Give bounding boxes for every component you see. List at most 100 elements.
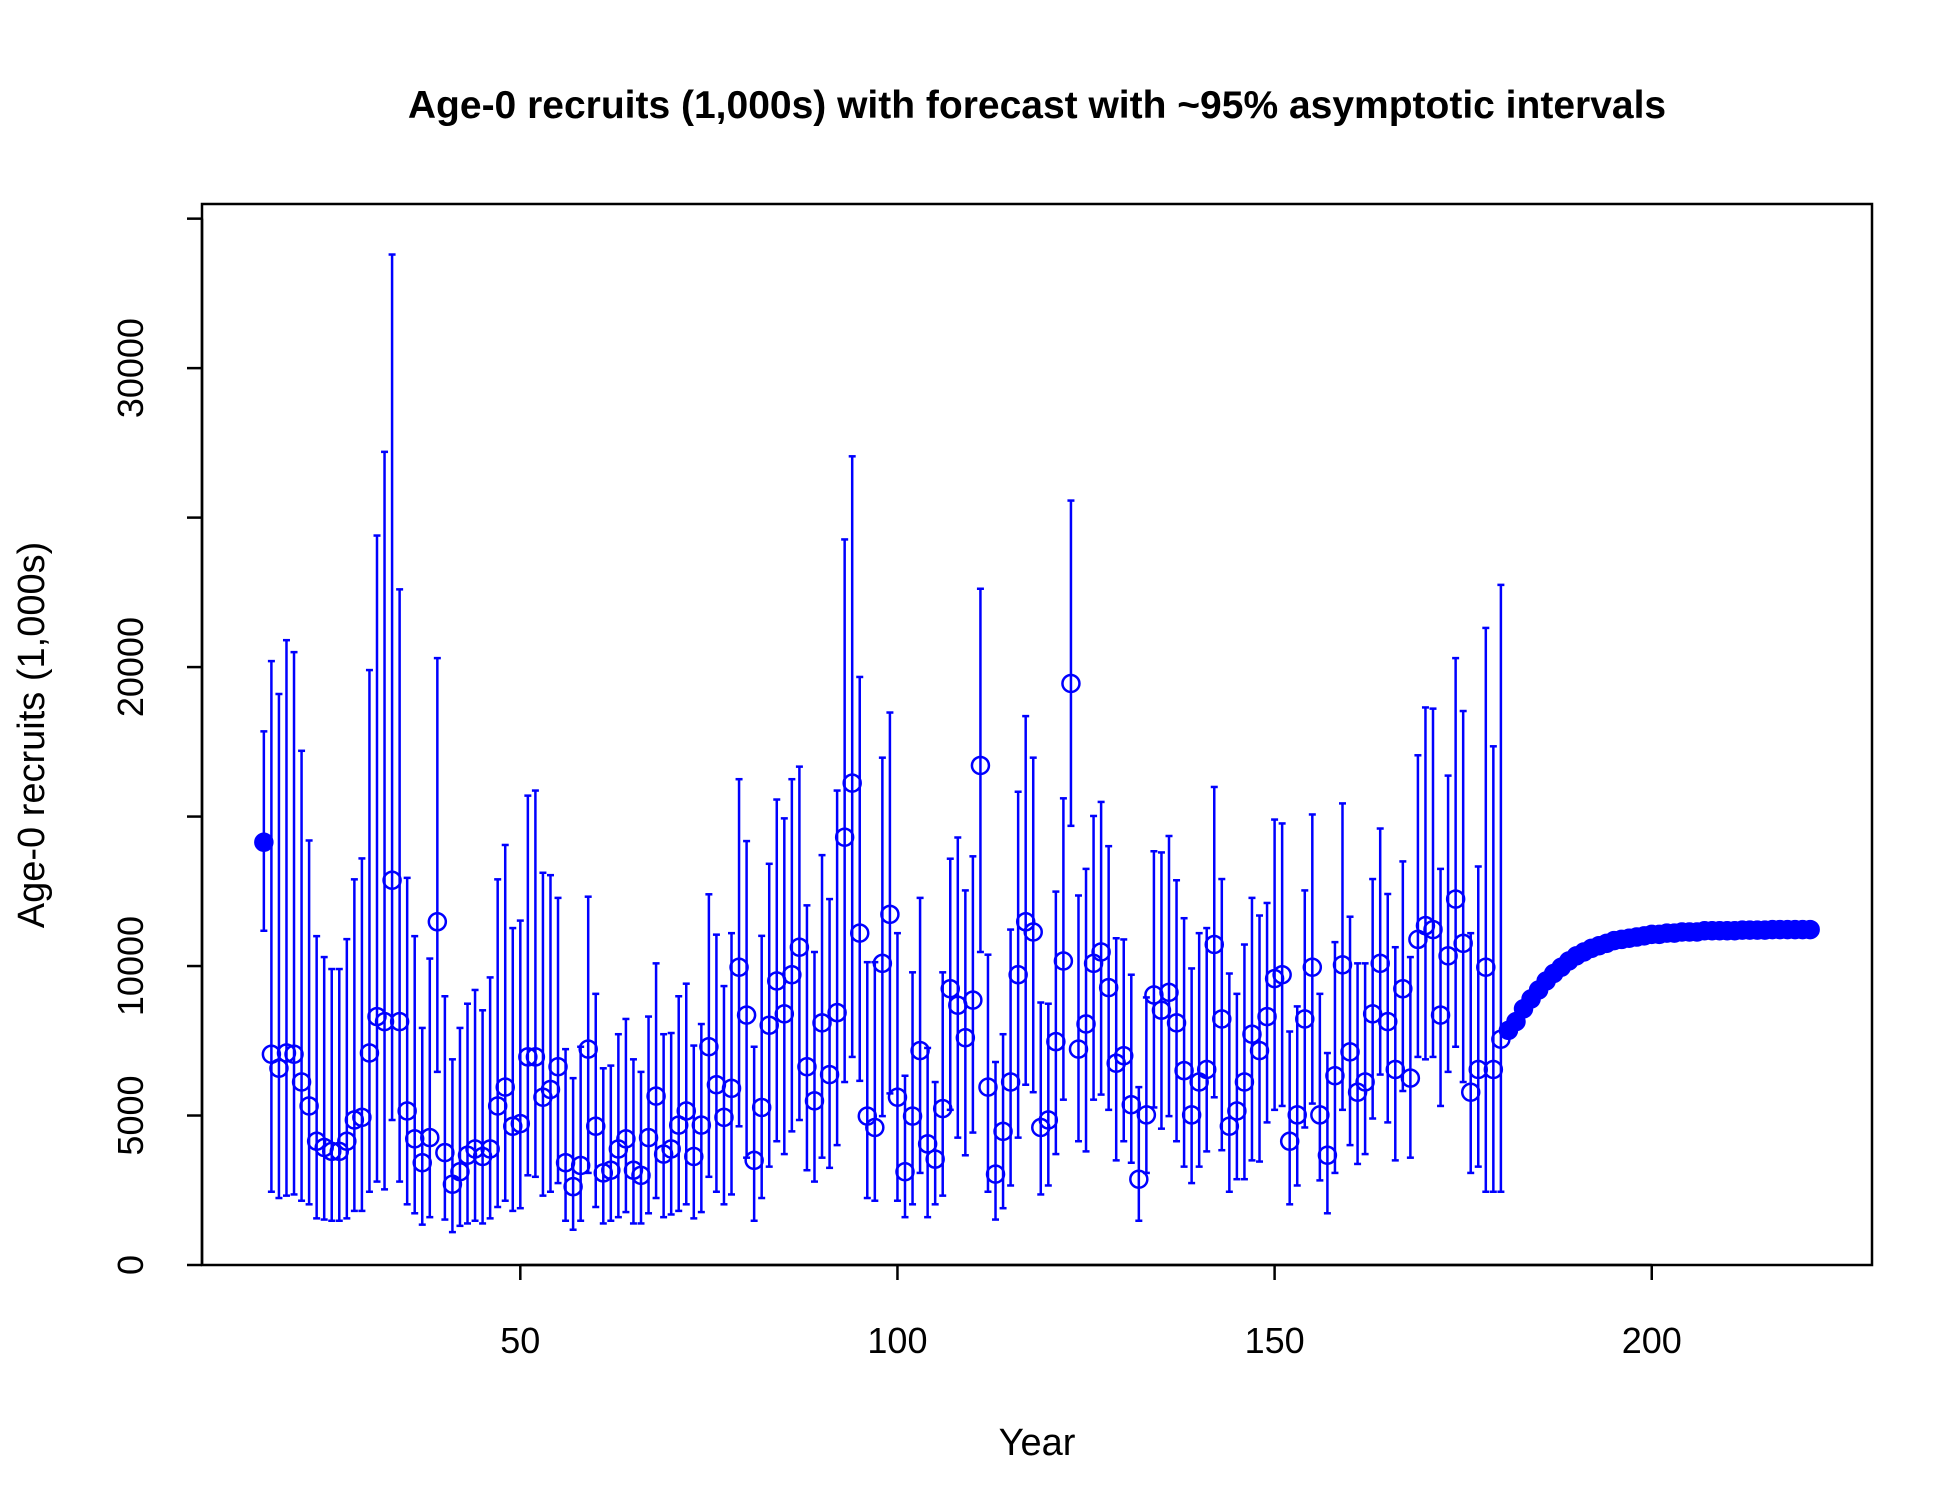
point (352, 1107, 372, 1128)
point (1370, 953, 1390, 974)
point (616, 1129, 636, 1149)
point (254, 832, 274, 853)
point (548, 1057, 568, 1077)
point (865, 1117, 885, 1138)
point (1061, 673, 1081, 694)
point (1113, 1045, 1134, 1066)
point (578, 1039, 598, 1059)
point (427, 912, 448, 932)
point (1445, 889, 1466, 909)
point (1129, 1169, 1149, 1189)
point (1023, 922, 1043, 942)
point (895, 1161, 915, 1182)
point (1423, 919, 1443, 940)
point (1317, 1145, 1338, 1166)
point (397, 1101, 417, 1121)
point (1476, 957, 1496, 977)
point (638, 1127, 659, 1148)
point (1196, 1059, 1217, 1080)
point (729, 957, 749, 977)
point (736, 1005, 757, 1025)
point (1038, 1110, 1059, 1130)
y-tick-label: 30000 (110, 318, 151, 418)
point (1257, 1006, 1277, 1027)
y-tick-label: 20000 (110, 617, 151, 717)
point (744, 1150, 764, 1171)
point (1227, 1101, 1247, 1121)
x-tick-label: 100 (867, 1320, 927, 1361)
y-tick-label: 0 (110, 1255, 151, 1275)
point (1438, 946, 1458, 966)
point (1483, 1059, 1504, 1080)
point (1212, 1009, 1232, 1029)
point (525, 1047, 546, 1067)
point (842, 773, 862, 793)
y-tick-label: 10000 (110, 916, 151, 1016)
point (789, 937, 810, 957)
y-tick-label: 5000 (110, 1075, 151, 1155)
point (389, 1011, 410, 1032)
point (1310, 1105, 1330, 1125)
point (782, 964, 802, 985)
point (812, 1013, 832, 1033)
point (1302, 957, 1323, 977)
point (337, 1131, 357, 1151)
point (450, 1161, 470, 1182)
point (849, 923, 870, 943)
x-tick-label: 150 (1245, 1320, 1305, 1361)
point (1332, 955, 1353, 975)
point (676, 1101, 697, 1121)
point (1136, 1105, 1157, 1125)
point (1468, 1059, 1489, 1080)
point (1076, 1014, 1096, 1034)
point (1219, 1116, 1240, 1137)
point (1460, 1082, 1481, 1102)
point (1242, 1024, 1262, 1044)
point (1174, 1060, 1194, 1081)
point (585, 1116, 606, 1137)
point (940, 979, 961, 999)
point (420, 1127, 440, 1148)
point (1151, 1000, 1172, 1021)
point (872, 953, 893, 974)
point (932, 1098, 953, 1119)
point (978, 1077, 998, 1097)
point (382, 870, 402, 890)
point (1272, 964, 1292, 985)
x-tick-label: 50 (500, 1320, 540, 1361)
point (563, 1176, 583, 1197)
point (1279, 1131, 1300, 1151)
point (480, 1139, 500, 1159)
point (699, 1037, 719, 1057)
point (985, 1164, 1006, 1184)
point (276, 1043, 297, 1063)
point (1234, 1072, 1255, 1092)
point (518, 1047, 538, 1067)
point (963, 990, 983, 1010)
point (495, 1077, 515, 1097)
point (299, 1096, 319, 1116)
point (1385, 1059, 1406, 1080)
chart-title: Age-0 recruits (1,000s) with forecast wi… (408, 84, 1666, 127)
point (374, 1011, 395, 1032)
point (721, 1078, 742, 1099)
point (955, 1028, 976, 1048)
point (1008, 964, 1028, 985)
point (1046, 1031, 1066, 1052)
point (691, 1115, 712, 1135)
point (601, 1160, 621, 1180)
point (1393, 979, 1413, 999)
point (1355, 1072, 1375, 1092)
point (993, 1121, 1013, 1142)
point (714, 1107, 734, 1128)
point (1377, 1011, 1398, 1032)
point (1068, 1039, 1089, 1059)
point (1181, 1105, 1202, 1125)
point (404, 1129, 425, 1149)
point (1325, 1066, 1345, 1086)
point (910, 1040, 930, 1061)
point (1121, 1095, 1142, 1115)
point (917, 1134, 938, 1154)
point (1249, 1040, 1270, 1061)
point (631, 1165, 651, 1186)
